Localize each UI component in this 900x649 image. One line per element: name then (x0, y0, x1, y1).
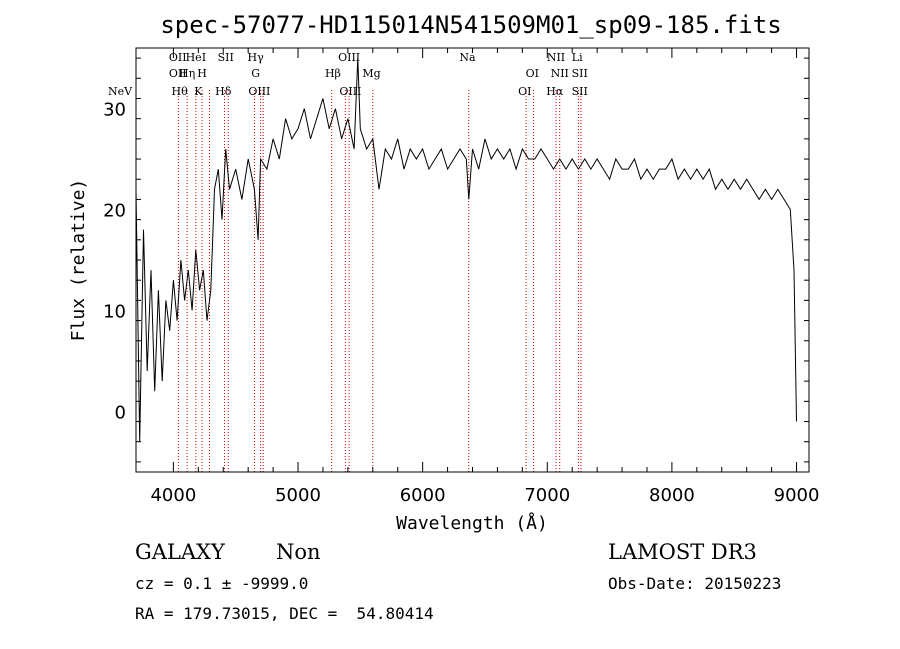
line-marker-label: OI (526, 67, 539, 80)
obs-date-line: Obs-Date: 20150223 (608, 574, 782, 593)
line-marker-label: H (197, 67, 207, 80)
chart-title: spec-57077-HD115014N541509M01_sp09-185.f… (160, 11, 781, 39)
coordinates-line: RA = 179.73015, DEC = 54.80414 (135, 604, 434, 623)
line-marker-label: SII (218, 51, 234, 64)
x-tick-label: 9000 (774, 485, 820, 506)
x-tick-label: 8000 (649, 485, 695, 506)
x-tick-label: 4000 (150, 485, 196, 506)
line-marker-label: Hα (546, 85, 564, 98)
object-subclass: Non (276, 540, 321, 564)
line-marker-label: Hδ (215, 85, 232, 98)
line-marker-label: OII (169, 67, 187, 80)
line-marker-label: OIII (338, 51, 360, 64)
y-tick-label: 20 (103, 201, 126, 222)
x-tick-label: 7000 (524, 485, 570, 506)
line-marker-label: Na (459, 51, 476, 64)
redshift-line: cz = 0.1 ± -9999.0 (135, 574, 309, 593)
spectrum-chart: spec-57077-HD115014N541509M01_sp09-185.f… (68, 11, 819, 534)
line-marker-label: Hβ (325, 67, 341, 80)
y-axis-label: Flux (relative) (68, 179, 89, 342)
x-tick-label: 5000 (275, 485, 321, 506)
line-marker-label: OIII (248, 85, 270, 98)
emission-line-markers (177, 90, 582, 472)
line-marker-label: OII (169, 51, 187, 64)
line-marker-label: Li (572, 51, 583, 64)
survey-label: LAMOST DR3 (608, 540, 757, 564)
y-tick-label: 0 (115, 402, 126, 423)
x-axis-ticks: 4000 5000 6000 7000 8000 9000 (150, 48, 819, 506)
x-axis-label: Wavelength (Å) (396, 512, 548, 534)
line-marker-label: SII (572, 67, 588, 80)
line-marker-label: OI (518, 85, 531, 98)
line-marker-label: NII (551, 67, 569, 80)
object-class: GALAXY (135, 540, 225, 564)
y-axis-ticks: 0 10 20 30 (103, 57, 809, 463)
line-marker-label: NeV (108, 85, 133, 98)
line-marker-label: Hη (179, 67, 195, 80)
line-marker-label: NII (547, 51, 565, 64)
line-marker-label: SII (572, 85, 588, 98)
y-tick-label: 10 (103, 301, 126, 322)
line-marker-label: Mg (362, 67, 380, 80)
emission-line-labels: NeV OII OII Hθ Hη HeI HK SII Hδ Hγ G OIII OIII Hβ OIII… (108, 51, 588, 98)
plot-frame (135, 47, 810, 473)
spectrum-line (135, 58, 797, 442)
line-marker-label: Hθ (172, 85, 189, 98)
line-marker-label: G (251, 67, 260, 80)
y-tick-label: 30 (103, 100, 126, 121)
line-marker-label: HeI (186, 51, 206, 64)
line-marker-label: Hγ (248, 51, 265, 64)
line-marker-label: OIII (339, 85, 361, 98)
line-marker-label: K (194, 85, 203, 98)
x-tick-label: 6000 (400, 485, 446, 506)
